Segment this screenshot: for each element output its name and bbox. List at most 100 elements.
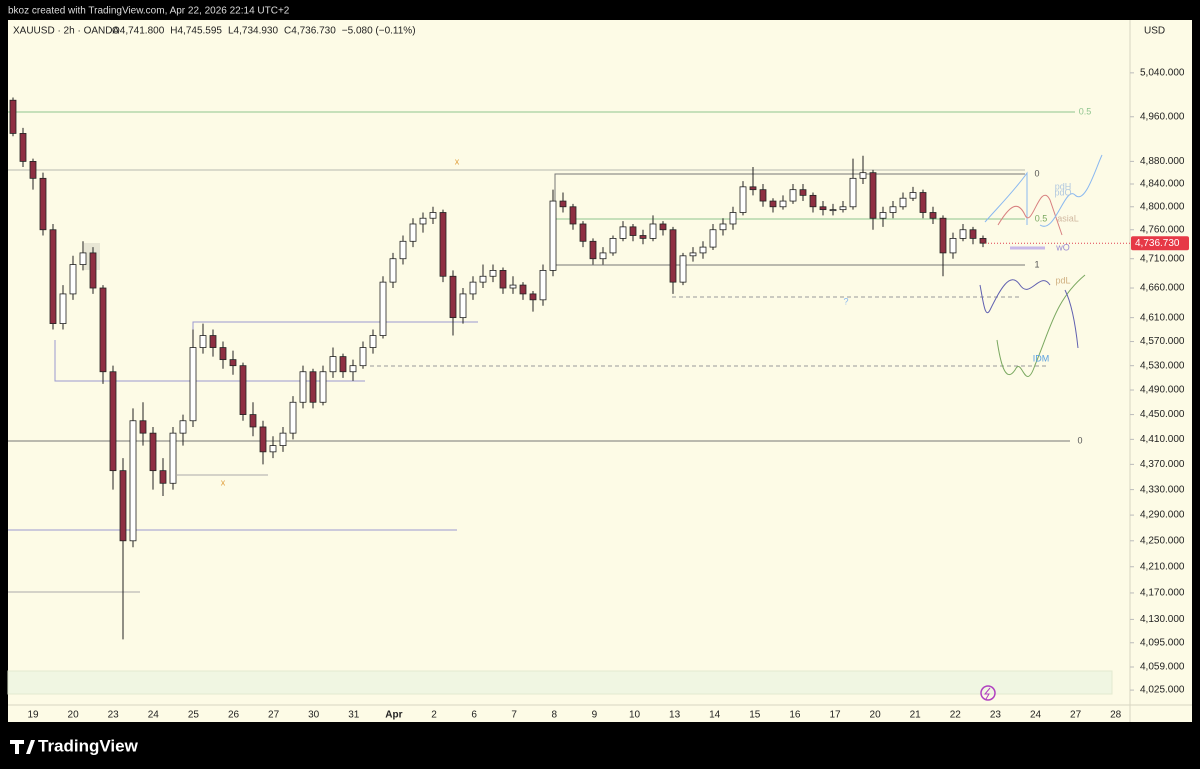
x-tick-label: 19 xyxy=(27,710,39,721)
candle-body xyxy=(709,229,717,248)
x-tick-label: 24 xyxy=(1030,710,1042,721)
candle-body xyxy=(849,177,857,208)
last-price-label: 4,736.730 xyxy=(1135,238,1180,249)
candle-body xyxy=(409,223,417,242)
x-tick-label: 6 xyxy=(471,710,477,721)
logo-mark xyxy=(10,740,35,754)
candle-body xyxy=(209,335,217,348)
candle-body xyxy=(829,209,837,212)
indicator-panel xyxy=(7,670,1113,695)
candle-body xyxy=(419,217,427,225)
candle-body xyxy=(129,420,137,542)
y-tick-label: 4,660.000 xyxy=(1140,283,1185,294)
candle-body xyxy=(919,192,927,213)
candle-body xyxy=(669,229,677,283)
candle-body xyxy=(509,284,517,289)
candle-body xyxy=(259,426,267,453)
projection xyxy=(997,194,1063,236)
y-tick-label: 4,710.000 xyxy=(1140,253,1185,264)
candle-body xyxy=(229,359,237,367)
candle-body xyxy=(689,252,697,257)
drawings xyxy=(8,111,1103,593)
y-tick-label: 4,610.000 xyxy=(1140,312,1185,323)
level-line xyxy=(54,340,365,382)
legend-value: L4,734.930 xyxy=(228,26,278,37)
alert-circle xyxy=(980,685,996,701)
projection xyxy=(984,171,1028,225)
y-tick-label: 4,450.000 xyxy=(1140,409,1185,420)
candle-body xyxy=(149,432,157,472)
candle-body xyxy=(389,258,397,283)
candle-body xyxy=(659,223,667,231)
candle-body xyxy=(139,420,147,434)
candle-body xyxy=(329,356,337,373)
x-tick-label: 14 xyxy=(709,710,721,721)
annotation: pdL xyxy=(1055,275,1070,285)
candle-body xyxy=(519,284,527,295)
candle-body xyxy=(469,281,477,295)
candle-body xyxy=(159,470,167,484)
credit: bkoz created with TradingView.com, Apr 2… xyxy=(8,6,290,17)
candle-body xyxy=(629,226,637,236)
candle-body xyxy=(69,264,77,295)
candle-body xyxy=(899,197,907,208)
candle-body xyxy=(729,212,737,225)
y-tick-label: 4,025.000 xyxy=(1140,685,1185,696)
candle-body xyxy=(279,432,287,446)
x-tick-label: 25 xyxy=(188,710,200,721)
x-tick-label: Apr xyxy=(385,710,402,721)
annotation: wO xyxy=(1055,242,1070,252)
y-tick-label: 4,530.000 xyxy=(1140,360,1185,371)
candle-body xyxy=(529,293,537,301)
x-tick-label: 9 xyxy=(592,710,598,721)
candle-body xyxy=(309,371,317,403)
y-tick-label: 4,095.000 xyxy=(1140,637,1185,648)
candle-body xyxy=(79,252,87,265)
annotation: pdH xyxy=(1055,181,1072,191)
x-tick-label: 7 xyxy=(511,710,517,721)
candle-body xyxy=(809,194,817,208)
candle-body xyxy=(439,212,447,277)
annotation: asiaL xyxy=(1057,213,1079,223)
candle-body xyxy=(609,238,617,254)
candle-body xyxy=(939,217,947,254)
currency: USD xyxy=(1144,26,1165,37)
candle-body xyxy=(49,229,57,324)
y-tick-label: 4,210.000 xyxy=(1140,561,1185,572)
candle-body xyxy=(639,235,647,239)
candle-body xyxy=(619,226,627,239)
candle-body xyxy=(869,172,877,219)
annotation: ? xyxy=(843,296,848,306)
x-tick-label: 27 xyxy=(1070,710,1082,721)
candle-body xyxy=(109,371,117,472)
x-tick-label: 30 xyxy=(308,710,320,721)
legend-value: C4,736.730 xyxy=(284,26,336,37)
candle-body xyxy=(179,420,187,434)
projection xyxy=(996,274,1086,377)
y-tick-label: 4,840.000 xyxy=(1140,179,1185,190)
brand-logo xyxy=(10,740,35,754)
y-tick-label: 4,330.000 xyxy=(1140,484,1185,495)
candle-body xyxy=(579,223,587,242)
candle-body xyxy=(779,200,787,208)
y-tick-label: 4,130.000 xyxy=(1140,614,1185,625)
candle-body xyxy=(199,335,207,348)
candle-body xyxy=(769,200,777,208)
candle-body xyxy=(269,445,277,453)
candle-body xyxy=(959,229,967,239)
legend-value: O4,741.800 xyxy=(112,26,165,37)
ohlc-legend: O4,741.800 H4,745.595 L4,734.930 C4,736.730… xyxy=(112,26,416,37)
y-tick-label: 4,059.000 xyxy=(1140,662,1185,673)
candle-body xyxy=(559,200,567,208)
candle-body xyxy=(539,270,547,301)
candle-body xyxy=(219,347,227,361)
alert-icon[interactable] xyxy=(980,685,996,701)
x-tick-label: 8 xyxy=(552,710,558,721)
y-tick-label: 4,880.000 xyxy=(1140,156,1185,167)
candle-body xyxy=(789,189,797,202)
annotation: 0 xyxy=(1077,435,1082,445)
candle-body xyxy=(749,186,757,191)
candle-body xyxy=(679,255,687,283)
candle-body xyxy=(359,347,367,367)
candle-body xyxy=(369,335,377,348)
